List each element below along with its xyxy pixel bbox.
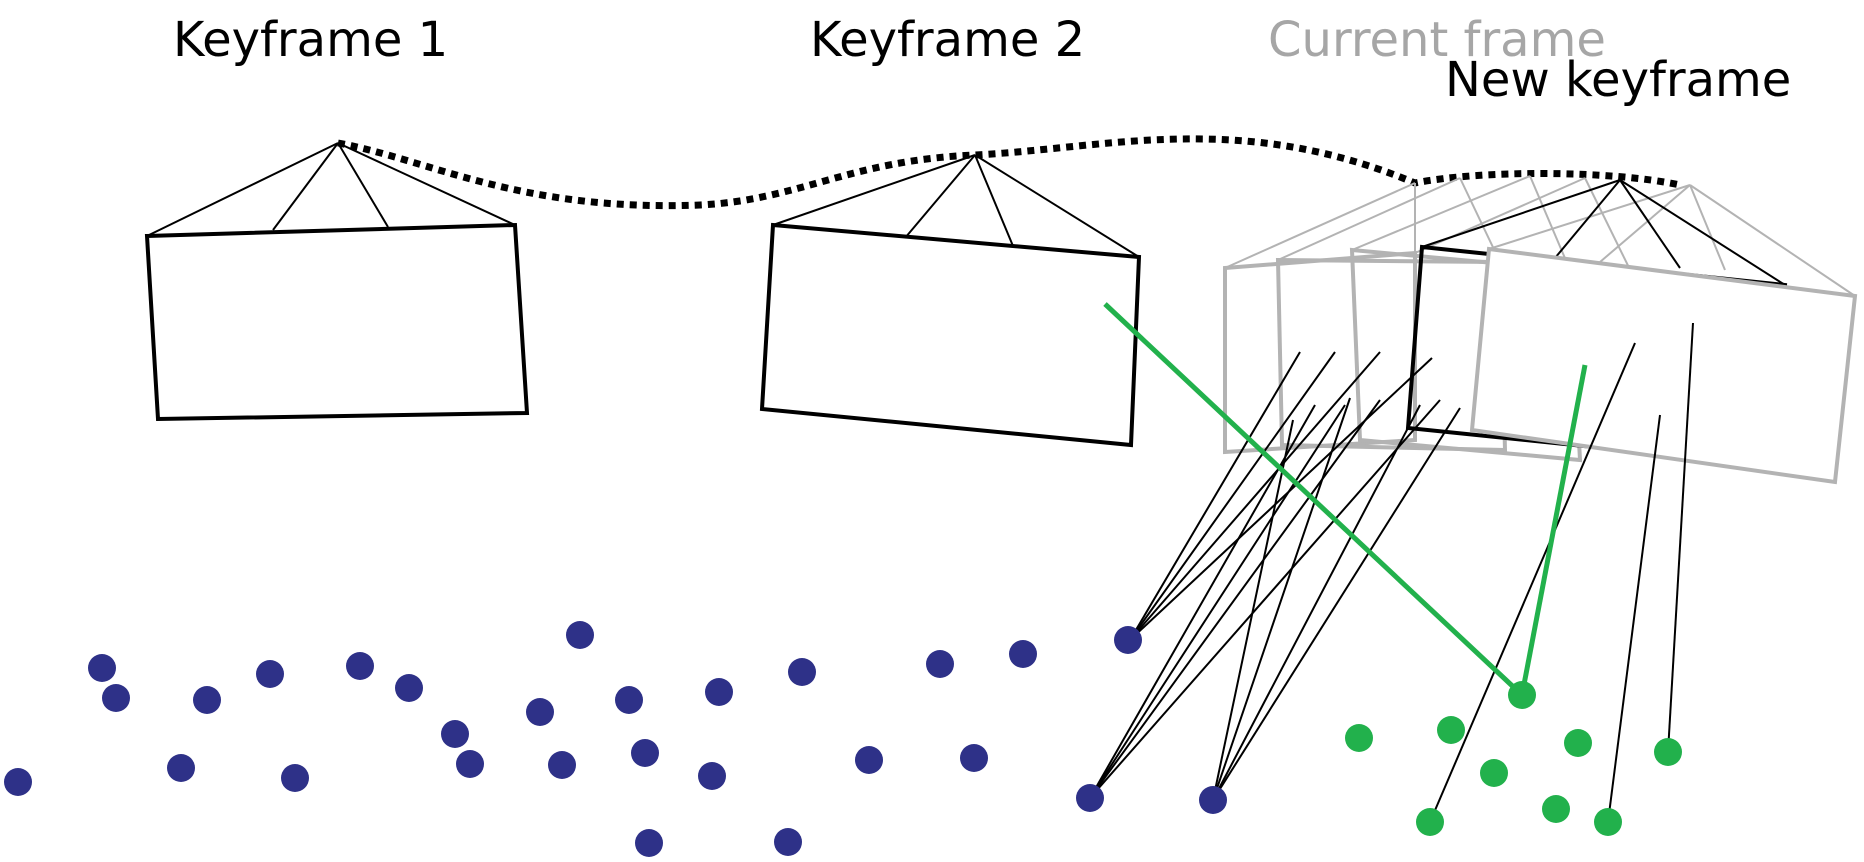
map-point <box>631 739 659 767</box>
new-keyframe-label: New keyframe <box>1445 52 1791 108</box>
map-point <box>256 660 284 688</box>
map-point <box>193 686 221 714</box>
map-point <box>4 768 32 796</box>
map-point <box>926 650 954 678</box>
new-map-point <box>1345 724 1373 752</box>
projection-rays <box>1089 322 1694 823</box>
keyframe-2-camera <box>759 154 1142 448</box>
new-map-point <box>1508 681 1536 709</box>
map-point <box>705 678 733 706</box>
new-map-point <box>1564 729 1592 757</box>
map-point <box>774 828 802 856</box>
map-point <box>1114 626 1142 654</box>
map-points <box>4 621 1227 857</box>
new-map-point <box>1480 759 1508 787</box>
keyframe-1-camera <box>144 142 530 422</box>
map-point <box>635 829 663 857</box>
map-point <box>102 684 130 712</box>
current-frame-label: Current frame <box>1268 12 1606 68</box>
new-keyframe-camera <box>1469 246 1858 485</box>
map-point <box>456 750 484 778</box>
map-point <box>1199 786 1227 814</box>
map-point <box>88 654 116 682</box>
map-point <box>167 754 195 782</box>
map-point <box>960 744 988 772</box>
new-map-point <box>1654 738 1682 766</box>
new-map-point <box>1594 808 1622 836</box>
keyframe-1-label: Keyframe 1 <box>173 12 448 68</box>
map-point <box>615 686 643 714</box>
map-point <box>441 720 469 748</box>
new-map-point <box>1437 716 1465 744</box>
keyframe-2-label: Keyframe 2 <box>810 12 1085 68</box>
map-point <box>1076 784 1104 812</box>
map-point <box>1009 640 1037 668</box>
map-point <box>855 746 883 774</box>
new-map-points <box>1345 681 1682 836</box>
match-lines <box>1103 302 1588 697</box>
new-map-point <box>1416 808 1444 836</box>
camera-trajectory <box>337 135 1681 210</box>
map-point <box>566 621 594 649</box>
map-point <box>698 762 726 790</box>
map-point <box>281 764 309 792</box>
map-point <box>788 658 816 686</box>
new-map-point <box>1542 795 1570 823</box>
map-point <box>526 698 554 726</box>
map-point <box>548 751 576 779</box>
map-point <box>395 674 423 702</box>
map-point <box>346 652 374 680</box>
